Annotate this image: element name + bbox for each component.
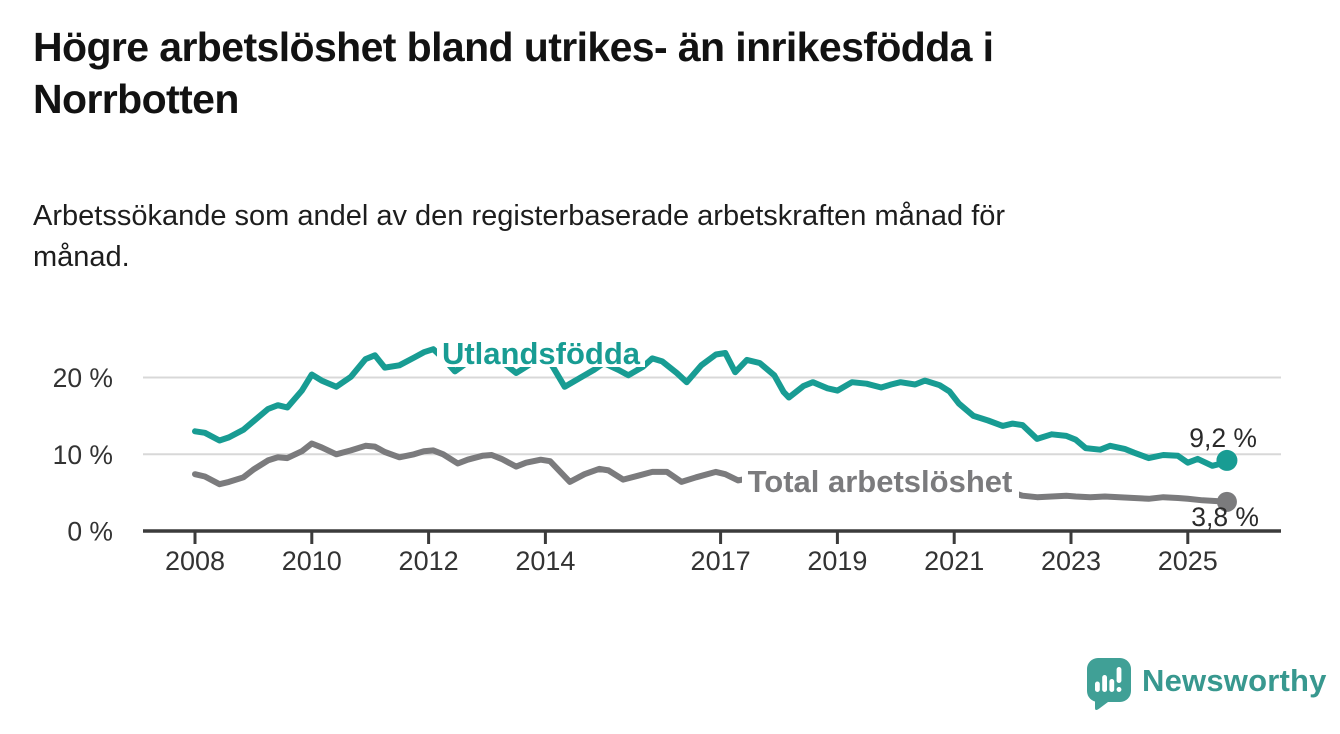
x-tick-label-2019: 2019 [807,546,867,576]
y-tick-label-10: 10 % [53,440,113,470]
series-label-total-arbetsloshet: Total arbetslöshet [748,464,1013,499]
page-title: Högre arbetslöshet bland utrikes- än inr… [33,24,994,122]
end-value-label-total-arbetsloshet: 3,8 % [1191,502,1259,532]
newsworthy-logo-text: Newsworthy [1142,663,1327,698]
x-tick-label-2025: 2025 [1158,546,1218,576]
unemployment-line-chart: 2008 2010 2012 2014 2017 2019 2021 2023 2025 0 % 1… [0,330,1340,592]
x-tick-label-2021: 2021 [924,546,984,576]
end-dot-total-arbetsloshet [1216,491,1237,512]
newsworthy-logo[interactable]: Newsworthy [1085,656,1327,712]
series-line-utlandsfodda [192,346,1230,469]
series-label-bg-total-arbetsloshet [742,466,1019,499]
x-tick-label-2023: 2023 [1041,546,1101,576]
y-tick-label-0: 0 % [67,517,113,547]
chart-canvas: 2008 2010 2012 2014 2017 2019 2021 2023 2025 0 % 1… [53,336,1281,576]
x-tick-label-2017: 2017 [691,546,751,576]
end-dot-utlandsfodda [1216,449,1238,471]
series-label-bg-utlandsfodda [437,336,645,367]
x-tick-label-2010: 2010 [282,546,342,576]
x-tick-label-2012: 2012 [399,546,459,576]
series-label-utlandsfodda: Utlandsfödda [442,336,641,371]
x-tick-label-2008: 2008 [165,546,225,576]
end-value-label-utlandsfodda: 9,2 % [1189,423,1257,453]
x-tick-label-2014: 2014 [515,546,575,576]
y-tick-label-20: 20 % [53,363,113,393]
newsworthy-chart-bubble-icon [1085,656,1133,717]
series-line-total-arbetsloshet [192,440,1230,505]
page-subtitle: Arbetssökande som andel av den registerb… [33,200,1006,273]
